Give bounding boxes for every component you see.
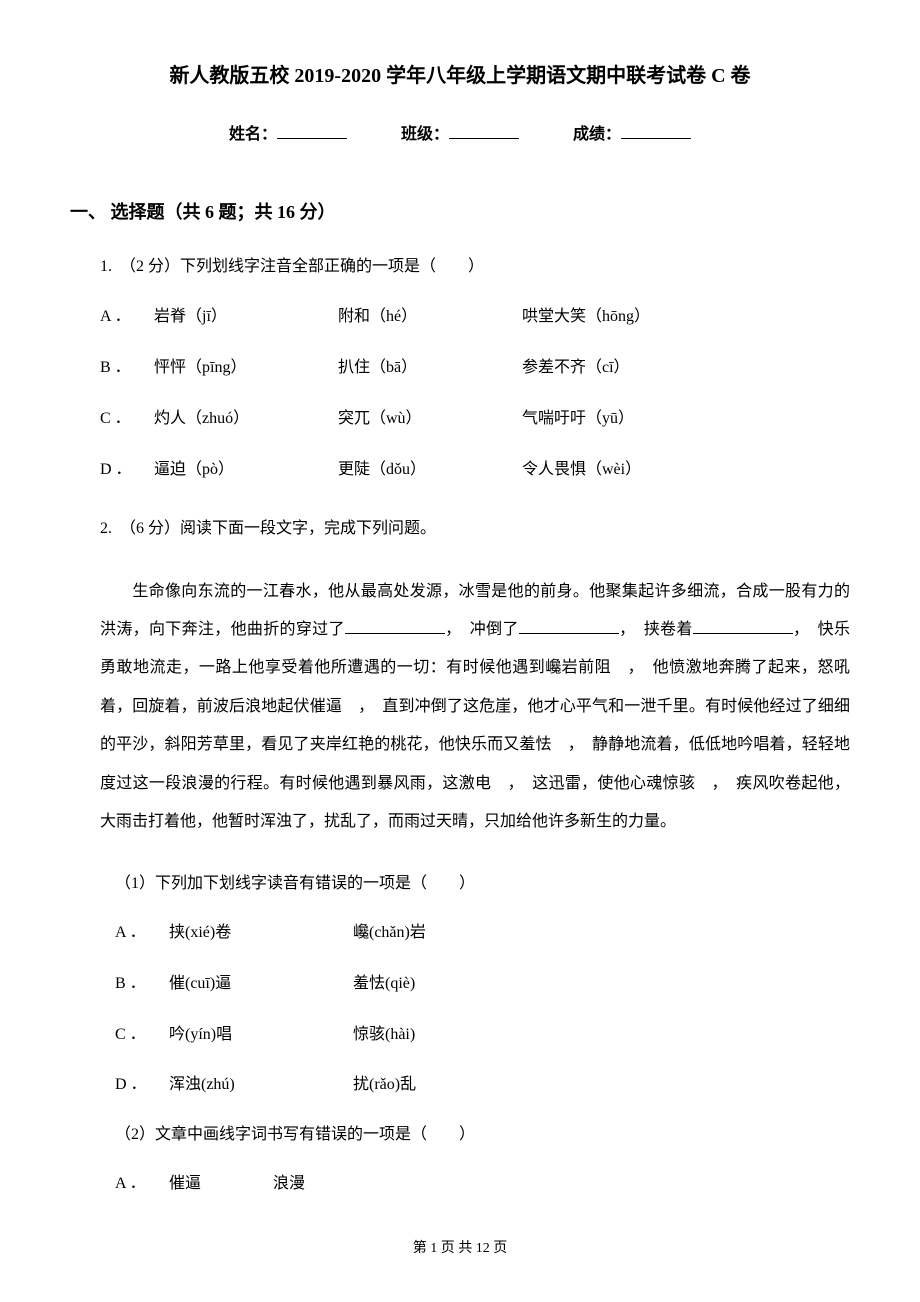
option-text: 催逼: [169, 1170, 269, 1199]
option-text: 哄堂大笑（hōng）: [522, 303, 702, 332]
exam-title: 新人教版五校 2019-2020 学年八年级上学期语文期中联考试卷 C 卷: [70, 60, 850, 92]
section-1-title: 一、 选择题（共 6 题；共 16 分）: [70, 198, 850, 227]
fill-blank-1[interactable]: [345, 633, 445, 634]
passage-part-2: ， 冲倒了: [445, 621, 519, 638]
q1-option-b[interactable]: B ． 怦怦（pīng） 扒住（bā） 参差不齐（cī）: [100, 354, 850, 383]
q2-sub1: （1）下列加下划线字读音有错误的一项是（ ） A ． 挟(xié)卷 巉(chǎ…: [70, 871, 850, 1100]
option-text: 催(cuī)逼: [169, 970, 349, 999]
option-label: D ．: [115, 1071, 165, 1100]
option-text: 岩脊（jī）: [154, 303, 334, 332]
option-text: 浑浊(zhú): [169, 1071, 349, 1100]
q1-option-a[interactable]: A ． 岩脊（jī） 附和（hé） 哄堂大笑（hōng）: [100, 303, 850, 332]
option-text: 挟(xié)卷: [169, 919, 349, 948]
option-text: 突兀（wù）: [338, 405, 518, 434]
option-label: C ．: [100, 405, 150, 434]
question-1: 1. （2 分）下列划线字注音全部正确的一项是（ ） A ． 岩脊（jī） 附和…: [70, 251, 850, 484]
score-blank[interactable]: [621, 138, 691, 139]
q2-sub1-option-d[interactable]: D ． 浑浊(zhú) 扰(rǎo)乱: [115, 1071, 850, 1100]
option-label: C ．: [115, 1021, 165, 1050]
q2-sub1-text: （1）下列加下划线字读音有错误的一项是（ ）: [115, 871, 850, 897]
q2-sub2-text: （2）文章中画线字词书写有错误的一项是（ ）: [115, 1122, 850, 1148]
passage-part-4: ， 快乐勇敢地流走，一路上他享受着他所遭遇的一切：有时候他遇到巉岩前阻 ， 他愤…: [100, 621, 850, 830]
option-text: 参差不齐（cī）: [522, 354, 702, 383]
question-1-text: 1. （2 分）下列划线字注音全部正确的一项是（ ）: [100, 251, 850, 283]
option-text: 令人畏惧（wèi）: [522, 456, 702, 485]
passage-part-3: ， 挟卷着: [619, 621, 693, 638]
option-text: 惊骇(hài): [353, 1021, 533, 1050]
option-label: A ．: [115, 1170, 165, 1199]
question-2: 2. （6 分）阅读下面一段文字，完成下列问题。: [70, 513, 850, 545]
fill-blank-3[interactable]: [693, 633, 793, 634]
option-text: 附和（hé）: [338, 303, 518, 332]
q2-sub1-option-c[interactable]: C ． 吟(yín)唱 惊骇(hài): [115, 1021, 850, 1050]
option-label: D ．: [100, 456, 150, 485]
option-text: 灼人（zhuó）: [154, 405, 334, 434]
option-text: 吟(yín)唱: [169, 1021, 349, 1050]
name-label: 姓名：: [229, 122, 277, 148]
score-label: 成绩：: [573, 122, 621, 148]
option-text: 扒住（bā）: [338, 354, 518, 383]
q2-sub1-option-b[interactable]: B ． 催(cuī)逼 羞怯(qiè): [115, 970, 850, 999]
option-text: 巉(chǎn)岩: [353, 919, 533, 948]
option-text: 怦怦（pīng）: [154, 354, 334, 383]
reading-passage: 生命像向东流的一江春水，他从最高处发源，冰雪是他的前身。他聚集起许多细流，合成一…: [70, 573, 850, 842]
fill-blank-2[interactable]: [519, 633, 619, 634]
q1-option-d[interactable]: D ． 逼迫（pò） 更陡（dǒu） 令人畏惧（wèi）: [100, 456, 850, 485]
name-blank[interactable]: [277, 138, 347, 139]
class-blank[interactable]: [449, 138, 519, 139]
option-text: 气喘吁吁（yū）: [522, 405, 702, 434]
option-text: 羞怯(qiè): [353, 970, 533, 999]
class-label: 班级：: [401, 122, 449, 148]
page-footer: 第 1 页 共 12 页: [70, 1238, 850, 1260]
option-text: 浪漫: [273, 1170, 453, 1199]
question-2-text: 2. （6 分）阅读下面一段文字，完成下列问题。: [100, 513, 850, 545]
option-text: 更陡（dǒu）: [338, 456, 518, 485]
q2-sub2-option-a[interactable]: A ． 催逼 浪漫: [115, 1170, 850, 1199]
option-text: 逼迫（pò）: [154, 456, 334, 485]
q2-sub2: （2）文章中画线字词书写有错误的一项是（ ） A ． 催逼 浪漫: [70, 1122, 850, 1198]
option-label: B ．: [100, 354, 150, 383]
option-text: 扰(rǎo)乱: [353, 1071, 533, 1100]
option-label: A ．: [100, 303, 150, 332]
option-label: B ．: [115, 970, 165, 999]
q1-option-c[interactable]: C ． 灼人（zhuó） 突兀（wù） 气喘吁吁（yū）: [100, 405, 850, 434]
q2-sub1-option-a[interactable]: A ． 挟(xié)卷 巉(chǎn)岩: [115, 919, 850, 948]
option-label: A ．: [115, 919, 165, 948]
student-info-row: 姓名： 班级： 成绩：: [70, 122, 850, 148]
